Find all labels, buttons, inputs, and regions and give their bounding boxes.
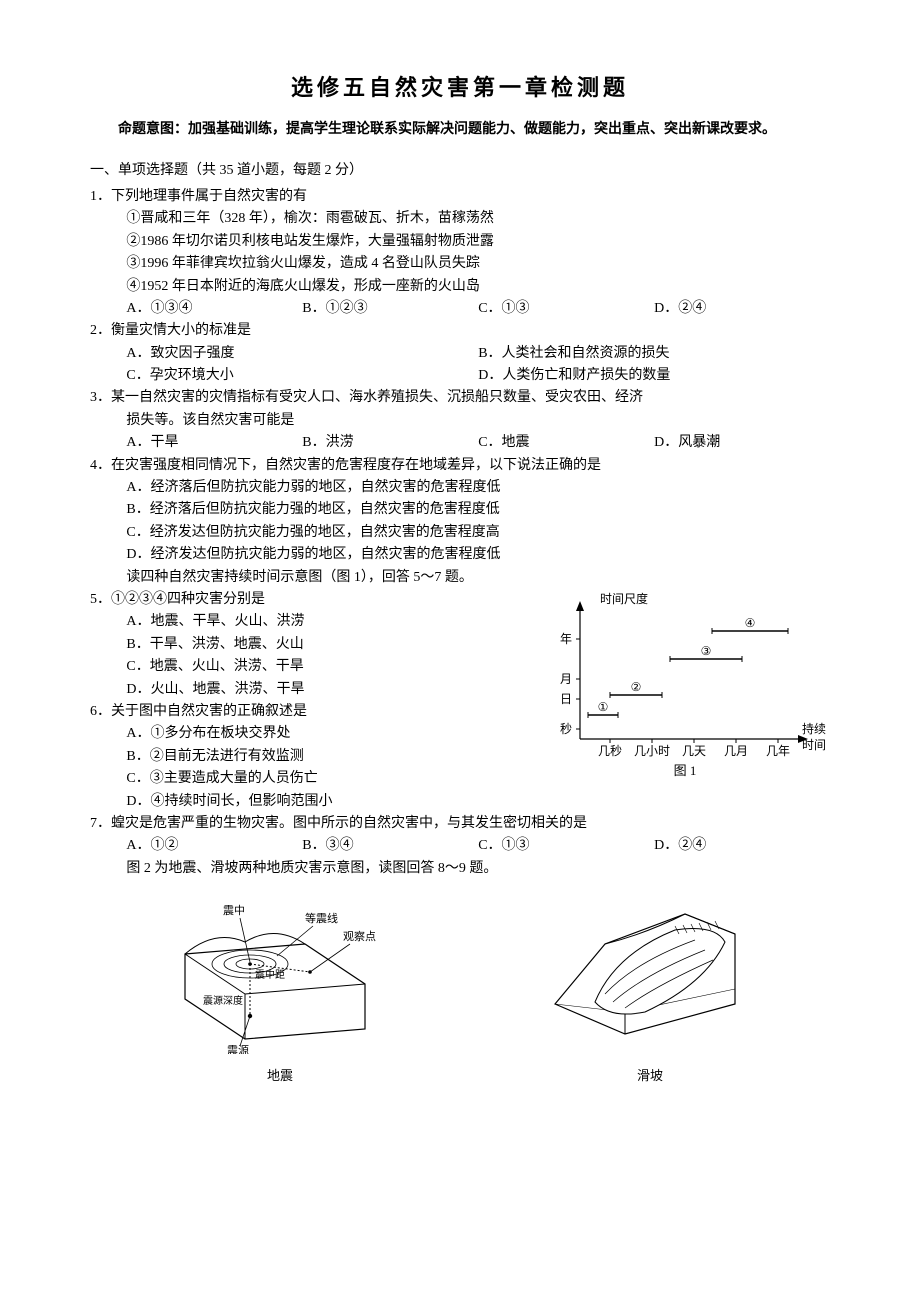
q4-lead: 读四种自然灾害持续时间示意图（图 1），回答 5～7 题。 [90, 567, 830, 589]
q1-optA: A．①③④ [126, 298, 302, 320]
q6-optA: A．①多分布在板块交界处 [90, 723, 532, 745]
svg-text:④: ④ [745, 616, 756, 630]
q3-options: A．干旱 B．洪涝 C．地震 D．风暴潮 [90, 432, 830, 454]
q4-optD: D．经济发达但防抗灾能力弱的地区，自然灾害的危害程度低 [90, 544, 830, 566]
fig-earthquake-caption: 地震 [155, 1066, 405, 1087]
svg-text:秒: 秒 [560, 722, 572, 736]
q2-stem: 2．衡量灾情大小的标准是 [90, 320, 830, 342]
q2-options-row2: C．孕灾环境大小 D．人类伤亡和财产损失的数量 [90, 365, 830, 387]
q1-stem: 1．下列地理事件属于自然灾害的有 [90, 186, 830, 208]
q7-optD: D．②④ [654, 835, 830, 857]
q7-optB: B．③④ [302, 835, 478, 857]
q2-options-row1: A．致灾因子强度 B．人类社会和自然资源的损失 [90, 343, 830, 365]
q3-optC: C．地震 [478, 432, 654, 454]
chart-figure1: 时间尺度年月日秒几秒几小时几天 几月 几年持续时间 ① ② ③ ④ 图 1 [540, 589, 830, 779]
svg-text:几小时: 几小时 [634, 744, 670, 758]
q4-optC: C．经济发达但防抗灾能力强的地区，自然灾害的危害程度高 [90, 522, 830, 544]
q2-optB: B．人类社会和自然资源的损失 [478, 343, 830, 365]
svg-text:几秒: 几秒 [598, 744, 622, 758]
q5-optD: D．火山、地震、洪涝、干旱 [90, 679, 532, 701]
svg-text:持续: 持续 [802, 721, 826, 736]
q6-optB: B．②目前无法进行有效监测 [90, 746, 532, 768]
subtitle: 命题意图：加强基础训练，提高学生理论联系实际解决问题能力、做题能力，突出重点、突… [90, 119, 830, 141]
chart-svg: 时间尺度年月日秒几秒几小时几天 几月 几年持续时间 ① ② ③ ④ 图 1 [540, 589, 830, 779]
q4-stem: 4．在灾害强度相同情况下，自然灾害的危害程度存在地域差异，以下说法正确的是 [90, 455, 830, 477]
q7-lead: 图 2 为地震、滑坡两种地质灾害示意图，读图回答 8～9 题。 [90, 858, 830, 880]
section-head: 一、单项选择题（共 35 道小题，每题 2 分） [90, 160, 830, 182]
q3-optA: A．干旱 [126, 432, 302, 454]
svg-text:时间: 时间 [802, 738, 826, 752]
q6-stem: 6．关于图中自然灾害的正确叙述是 [90, 701, 532, 723]
q1-item1: ①晋咸和三年（328 年），榆次：雨雹破瓦、折木，苗稼荡然 [90, 208, 830, 230]
q5-optC: C．地震、火山、洪涝、干旱 [90, 656, 532, 678]
q1-item3: ③1996 年菲律宾坎拉翁火山爆发，造成 4 名登山队员失踪 [90, 253, 830, 275]
q1-item4: ④1952 年日本附近的海底火山爆发，形成一座新的火山岛 [90, 276, 830, 298]
q3-stem2: 损失等。该自然灾害可能是 [90, 410, 830, 432]
q7-optA: A．①② [126, 835, 302, 857]
svg-text:图 1: 图 1 [674, 763, 697, 778]
q3-optD: D．风暴潮 [654, 432, 830, 454]
q1-item2: ②1986 年切尔诺贝利核电站发生爆炸，大量强辐射物质泄露 [90, 231, 830, 253]
q1-optC: C．①③ [478, 298, 654, 320]
svg-text:③: ③ [701, 644, 712, 658]
q1-optB: B．①②③ [302, 298, 478, 320]
q2-optD: D．人类伤亡和财产损失的数量 [478, 365, 830, 387]
q4-optA: A．经济落后但防抗灾能力弱的地区，自然灾害的危害程度低 [90, 477, 830, 499]
svg-text:观察点: 观察点 [343, 929, 376, 943]
landslide-svg [535, 894, 765, 1054]
svg-text:几天: 几天 [682, 744, 706, 758]
q7-optC: C．①③ [478, 835, 654, 857]
q3-stem1: 3．某一自然灾害的灾情指标有受灾人口、海水养殖损失、沉损船只数量、受灾农田、经济 [90, 387, 830, 409]
svg-text:几年: 几年 [766, 744, 790, 758]
q3-optB: B．洪涝 [302, 432, 478, 454]
svg-text:②: ② [631, 680, 642, 694]
page-title: 选修五自然灾害第一章检测题 [90, 70, 830, 105]
svg-text:年: 年 [560, 632, 572, 646]
q1-optD: D．②④ [654, 298, 830, 320]
svg-text:月: 月 [560, 672, 572, 686]
q2-optC: C．孕灾环境大小 [126, 365, 478, 387]
q5-optB: B．干旱、洪涝、地震、火山 [90, 634, 532, 656]
q2-optA: A．致灾因子强度 [126, 343, 478, 365]
svg-text:震中距: 震中距 [255, 968, 285, 981]
q1-options: A．①③④ B．①②③ C．①③ D．②④ [90, 298, 830, 320]
svg-text:等震线: 等震线 [305, 911, 338, 925]
svg-text:震中: 震中 [223, 904, 245, 917]
fig-landslide: 滑坡 [535, 894, 765, 1087]
q6-optC: C．③主要造成大量的人员伤亡 [90, 768, 532, 790]
svg-text:时间尺度: 时间尺度 [600, 591, 648, 606]
svg-text:震源深度: 震源深度 [203, 994, 243, 1007]
svg-text:①: ① [598, 700, 609, 714]
earthquake-svg: 震中等震线观察点震中距震源深度震源 [155, 894, 405, 1054]
q7-options: A．①② B．③④ C．①③ D．②④ [90, 835, 830, 857]
fig-landslide-caption: 滑坡 [535, 1066, 765, 1087]
q6-optD: D．④持续时间长，但影响范围小 [90, 791, 830, 813]
fig-earthquake: 震中等震线观察点震中距震源深度震源 地震 [155, 894, 405, 1087]
svg-text:震源: 震源 [227, 1043, 249, 1054]
q7-stem: 7．蝗灾是危害严重的生物灾害。图中所示的自然灾害中，与其发生密切相关的是 [90, 813, 830, 835]
q4-optB: B．经济落后但防抗灾能力强的地区，自然灾害的危害程度低 [90, 499, 830, 521]
svg-text:日: 日 [560, 692, 572, 706]
q5-optA: A．地震、干旱、火山、洪涝 [90, 611, 532, 633]
q5-stem: 5．①②③④四种灾害分别是 [90, 589, 532, 611]
svg-text:几月: 几月 [724, 744, 748, 758]
